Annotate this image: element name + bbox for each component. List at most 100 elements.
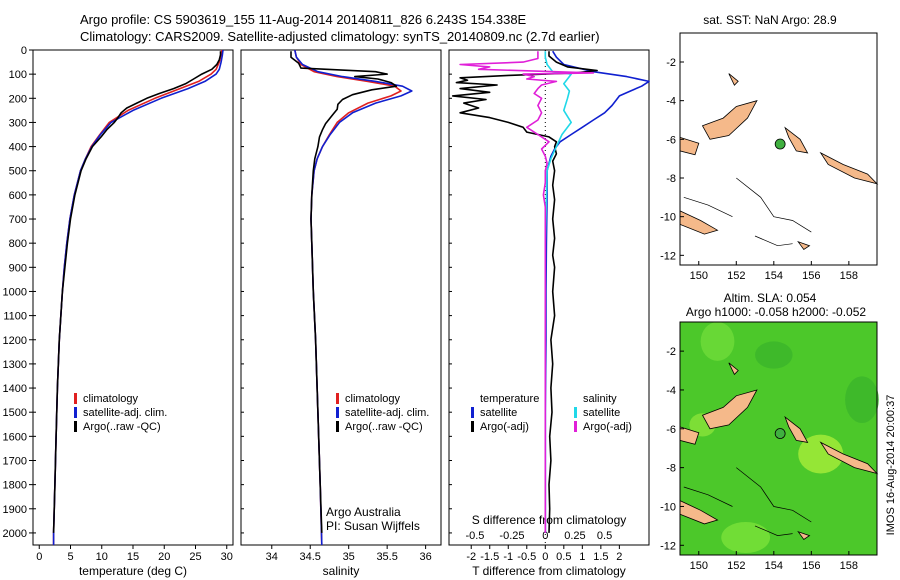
temp-legend-label: climatology <box>83 393 139 405</box>
sla-map-title: Altim. SLA: 0.054 <box>724 291 817 305</box>
sla-map: Altim. SLA: 0.054 Argo h1000: -0.058 h20… <box>660 291 879 572</box>
diff-legend-header: salinity <box>583 393 617 405</box>
sla-map-subtitle: Argo h1000: -0.058 h2000: -0.052 <box>686 305 866 319</box>
depth-tick-label: 1800 <box>3 480 27 492</box>
temp-legend-swatch <box>74 407 77 418</box>
x-tick-label: 20 <box>158 551 170 563</box>
land-mass <box>728 73 739 86</box>
depth-tick-label: 1500 <box>3 407 27 419</box>
x-tick-label: 34.5 <box>300 551 321 563</box>
series-line <box>294 49 413 546</box>
map-x-tick-label: 152 <box>727 270 745 282</box>
temp-legend-swatch <box>74 421 77 432</box>
timestamp-footer: IMOS 16-Aug-2014 20:00:37 <box>885 395 897 536</box>
land-mass <box>701 389 758 430</box>
map-x-tick-label: 154 <box>765 560 783 572</box>
coastline <box>683 196 733 218</box>
depth-tick-label: 900 <box>9 262 27 274</box>
coastline <box>736 177 812 233</box>
map-y-tick-label: -12 <box>660 250 676 262</box>
x-tick-label: 35.5 <box>376 551 397 563</box>
top-x-tick-label: -0.25 <box>499 530 524 542</box>
sal-legend-swatch <box>336 393 339 404</box>
series-line <box>52 49 223 545</box>
depth-tick-label: 1100 <box>3 311 27 323</box>
temp-legend-swatch <box>74 393 77 404</box>
land-mass <box>784 126 809 154</box>
x-tick-label: 36 <box>419 551 431 563</box>
figure-title-line1: Argo profile: CS 5903619_155 11-Aug-2014… <box>80 12 527 27</box>
top-x-tick-label: -0.5 <box>465 530 484 542</box>
salinity-panel: salinity Argo Australia PI: Susan Wijffe… <box>240 49 442 578</box>
x-tick-label: 34 <box>266 551 278 563</box>
depth-tick-label: 1000 <box>3 286 27 298</box>
depth-tick-label: 700 <box>9 214 27 226</box>
sla-anomaly-patch <box>798 434 844 474</box>
x-tick-label: -0.5 <box>517 551 536 563</box>
depth-tick-label: 500 <box>9 166 27 178</box>
sal-legend-label: climatology <box>345 393 401 405</box>
land-mass <box>701 100 758 140</box>
depth-tick-label: 0 <box>21 45 27 57</box>
map-y-tick-label: -10 <box>660 212 676 224</box>
map-frame <box>679 321 878 556</box>
x-tick-label: 30 <box>221 551 233 563</box>
diff-legend-t-label: satellite <box>480 407 517 419</box>
map-y-tick-label: -12 <box>660 540 676 552</box>
map-x-tick-label: 152 <box>727 560 745 572</box>
series-line <box>52 51 222 533</box>
map-y-tick-label: -4 <box>666 385 676 397</box>
sla-anomaly-patch <box>845 376 879 423</box>
sst-map-title: sat. SST: NaN Argo: 28.9 <box>703 13 837 27</box>
x-tick-label: 1.5 <box>593 551 608 563</box>
map-x-tick-label: 158 <box>840 560 858 572</box>
float-position-marker <box>774 428 786 439</box>
depth-tick-label: 2000 <box>3 528 27 540</box>
diff-legend-s-label: satellite <box>583 407 620 419</box>
land-mass <box>797 241 811 251</box>
map-y-tick-label: -8 <box>666 463 676 475</box>
sst-map: sat. SST: NaN Argo: 28.9 150 152 154 156 158… <box>660 13 879 282</box>
depth-tick-label: 100 <box>9 69 27 81</box>
sal-legend-swatch <box>336 421 339 432</box>
figure-title-line2: Climatology: CARS2009. Satellite-adjuste… <box>80 29 600 44</box>
map-x-tick-label: 150 <box>690 270 708 282</box>
series-line <box>544 50 650 533</box>
diff-legend-s-swatch <box>574 407 577 418</box>
depth-tick-label: 1400 <box>3 383 27 395</box>
map-x-tick-label: 154 <box>765 270 783 282</box>
sla-anomaly-patch <box>755 341 793 369</box>
x-tick-label: 0 <box>542 551 548 563</box>
series-line <box>294 49 402 546</box>
series-line <box>459 51 595 533</box>
depth-tick-label: 200 <box>9 93 27 105</box>
land-mass <box>784 415 809 443</box>
map-x-tick-label: 150 <box>690 560 708 572</box>
coastline <box>754 235 793 247</box>
diff-legend-t-swatch <box>471 407 474 418</box>
map-y-tick-label: -4 <box>666 96 676 108</box>
x-tick-label: -1 <box>503 551 513 563</box>
sal-legend-label: satellite-adj. clim. <box>345 407 429 419</box>
map-y-tick-label: -2 <box>666 57 676 69</box>
depth-tick-label: 300 <box>9 117 27 129</box>
depth-tick-label: 1200 <box>3 335 27 347</box>
series-line <box>52 49 224 545</box>
top-x-tick-label: 0.5 <box>597 530 612 542</box>
series-line <box>290 51 398 533</box>
temp-legend-label: Argo(..raw -QC) <box>83 421 161 433</box>
sla-anomaly-patch <box>700 322 735 361</box>
diff-legend-t-label: Argo(-adj) <box>480 421 529 433</box>
x-tick-label: -2 <box>466 551 476 563</box>
x-tick-label: 35 <box>343 551 355 563</box>
map-x-tick-label: 156 <box>802 560 820 572</box>
sal-legend-swatch <box>336 407 339 418</box>
temperature-panel: temperature (deg C) 01002003004005006007… <box>3 45 234 578</box>
coastline <box>736 467 812 523</box>
top-x-tick-label: 0 <box>542 530 548 542</box>
depth-tick-label: 1300 <box>3 359 27 371</box>
difference-panel: T difference from climatology S differen… <box>448 49 650 578</box>
depth-tick-label: 600 <box>9 190 27 202</box>
diff-legend-s-label: Argo(-adj) <box>583 421 632 433</box>
